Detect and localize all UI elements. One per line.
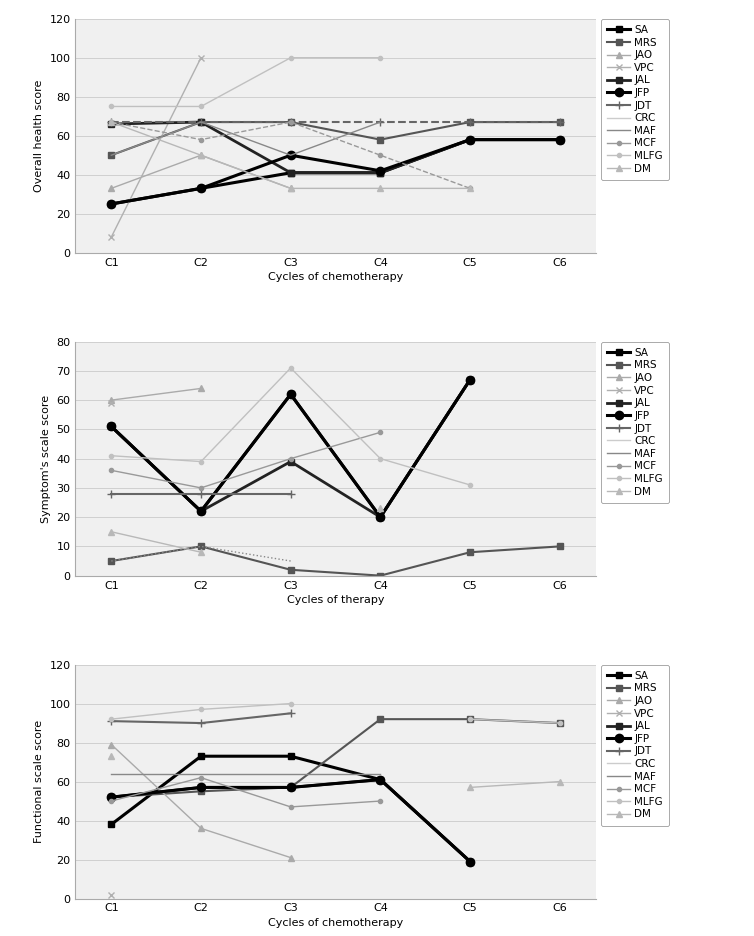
Y-axis label: Functional scale score: Functional scale score	[34, 720, 44, 843]
Y-axis label: Overall health score: Overall health score	[34, 80, 44, 192]
Y-axis label: Symptom's scale score: Symptom's scale score	[41, 395, 51, 522]
Legend: SA, MRS, JAO, VPC, JAL, JFP, JDT, CRC, MAF, MCF, MLFG, DM: SA, MRS, JAO, VPC, JAL, JFP, JDT, CRC, M…	[601, 342, 669, 503]
Legend: SA, MRS, JAO, VPC, JAL, JFP, JDT, CRC, MAF, MCF, MLFG, DM: SA, MRS, JAO, VPC, JAL, JFP, JDT, CRC, M…	[601, 19, 669, 180]
X-axis label: Cycles of chemotherapy: Cycles of chemotherapy	[268, 917, 403, 928]
X-axis label: Cycles of therapy: Cycles of therapy	[287, 594, 385, 605]
Legend: SA, MRS, JAO, VPC, JAL, JFP, JDT, CRC, MAF, MCF, MLFG, DM: SA, MRS, JAO, VPC, JAL, JFP, JDT, CRC, M…	[601, 665, 669, 826]
X-axis label: Cycles of chemotherapy: Cycles of chemotherapy	[268, 271, 403, 282]
